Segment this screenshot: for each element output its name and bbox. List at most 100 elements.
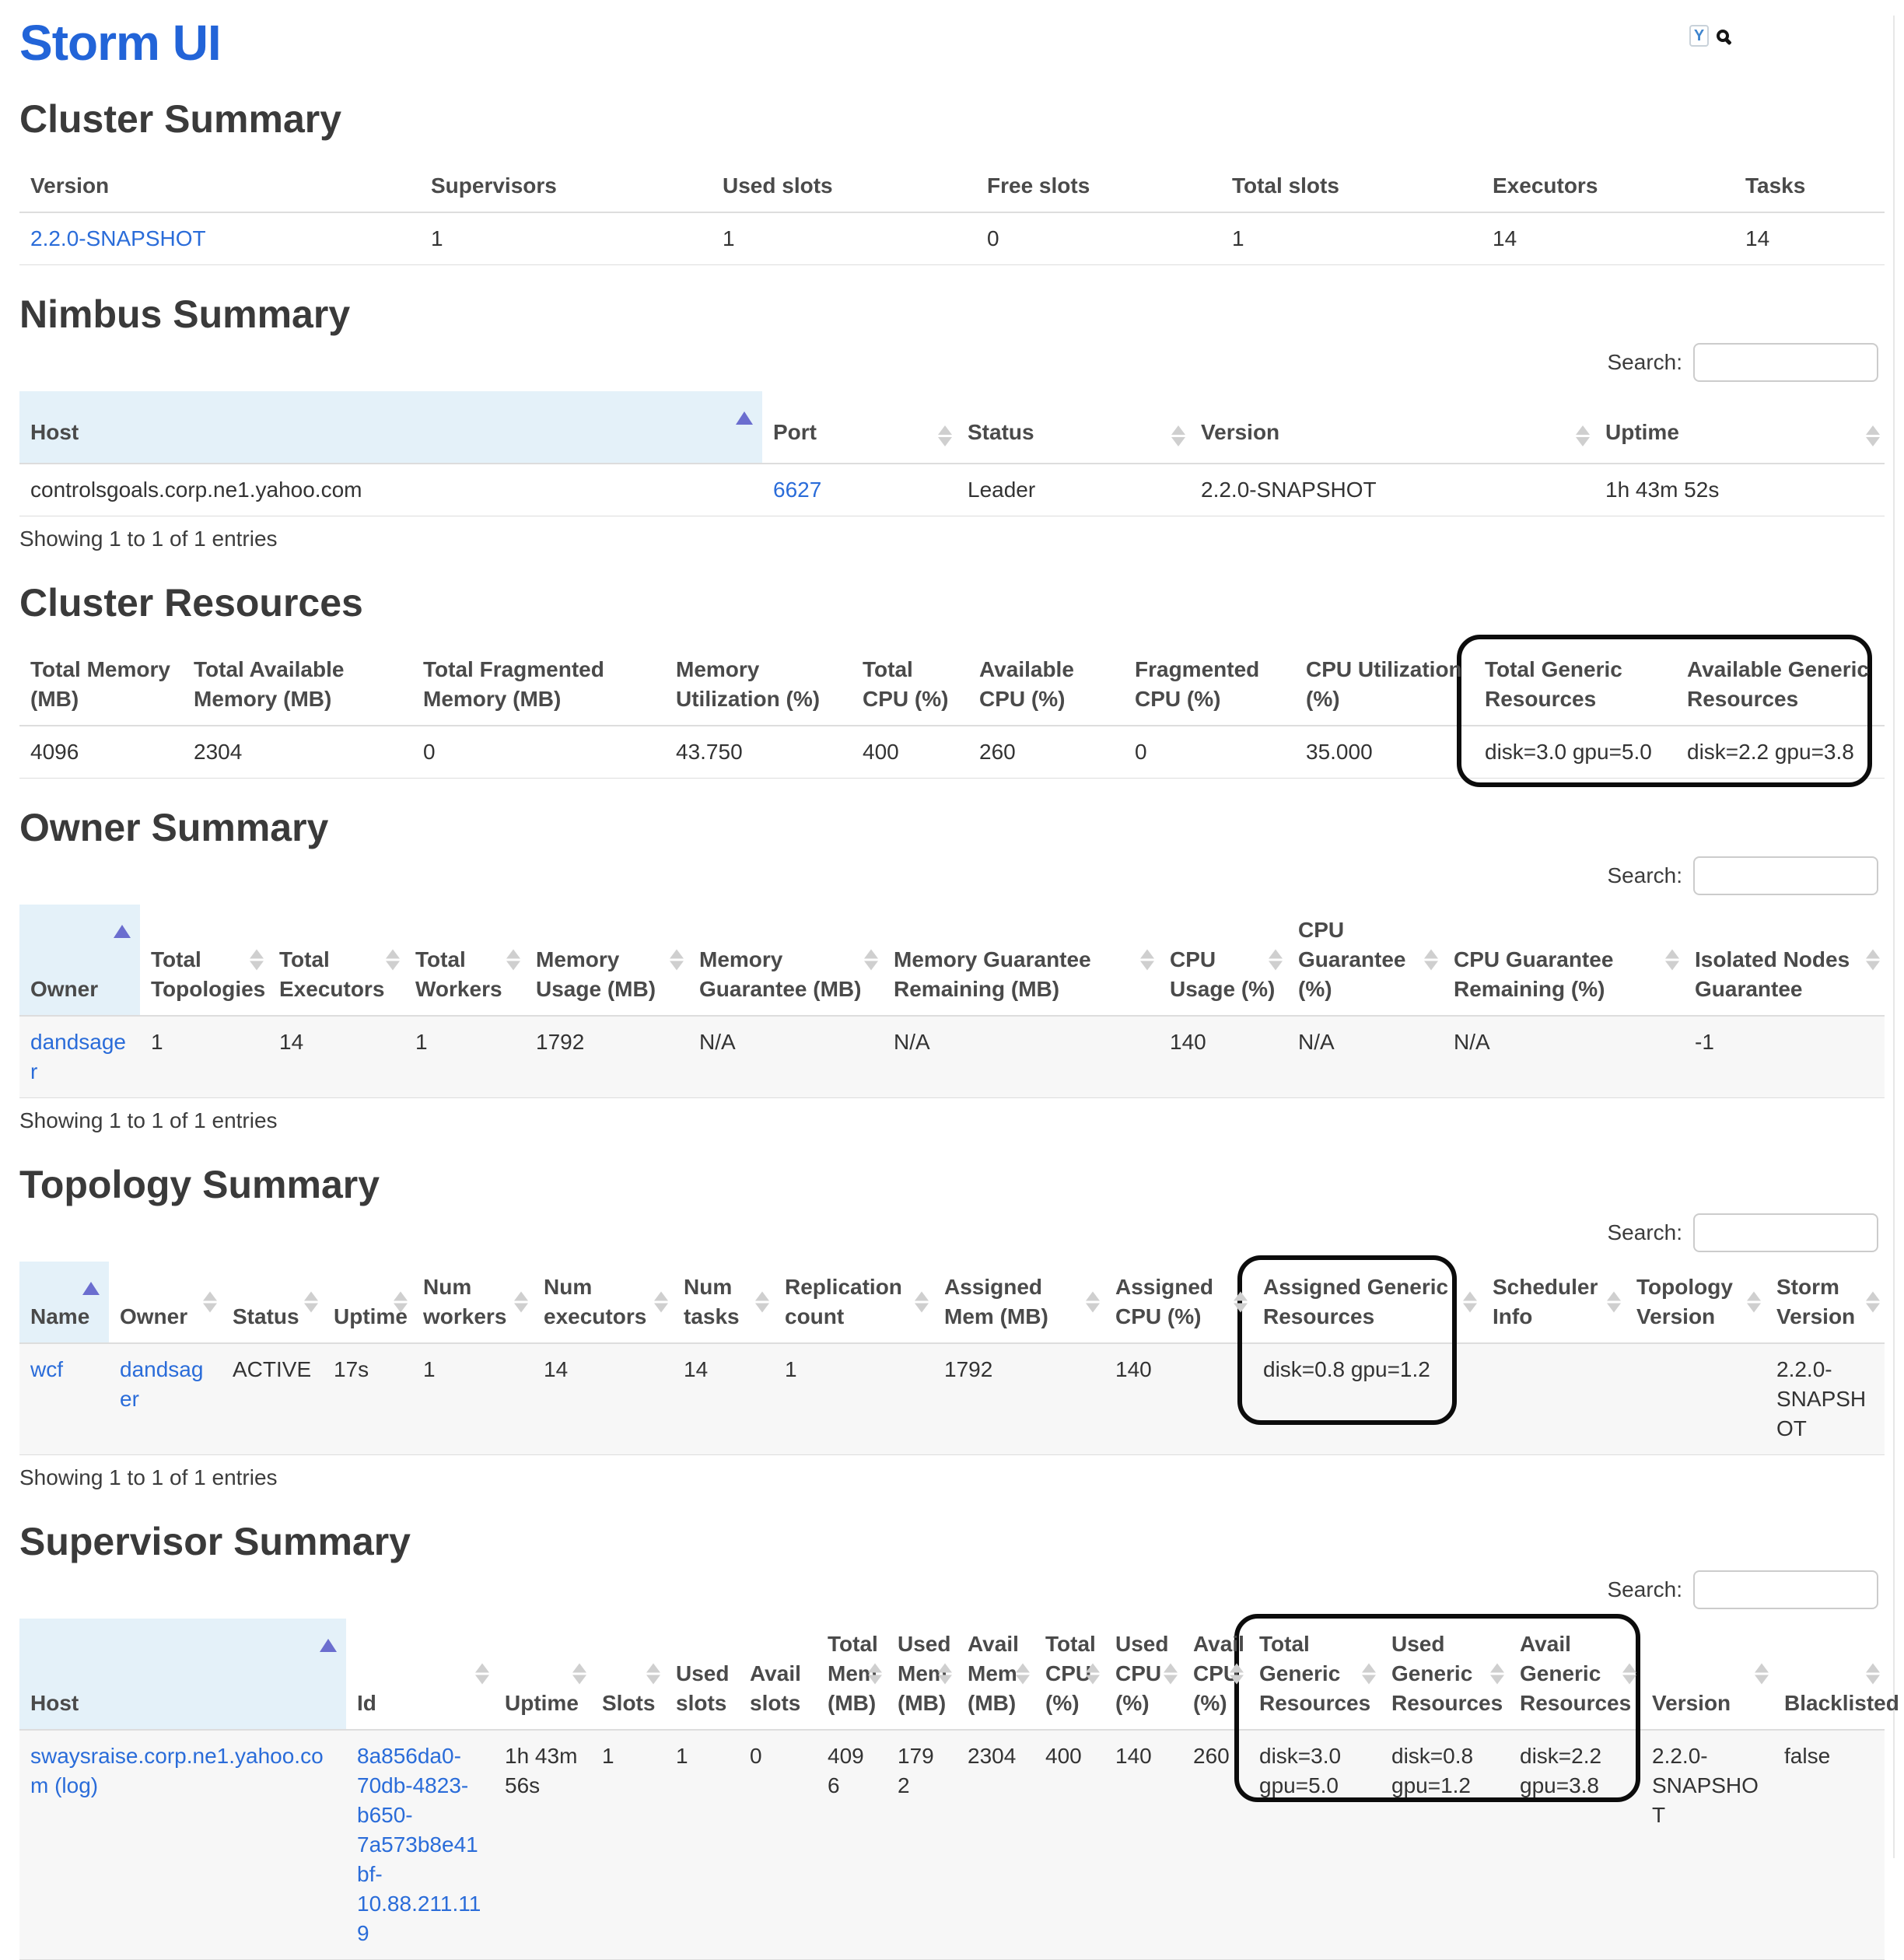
col-avail-generic-header[interactable]: Avail Generic Resources xyxy=(1509,1619,1641,1731)
cluster-resources-table: Total Memory (MB) Total Available Memory… xyxy=(19,644,1885,779)
memory-guarantee-remaining-cell: N/A xyxy=(883,1016,1159,1098)
search-icon[interactable] xyxy=(1717,30,1729,42)
col-status-header[interactable]: Status xyxy=(222,1262,323,1344)
host-cell: swaysraise.corp.ne1.yahoo.com (log) xyxy=(19,1730,346,1960)
col-avail-cpu-header[interactable]: Avail CPU (%) xyxy=(1182,1619,1248,1731)
col-total-fragmented-memory-header: Total Fragmented Memory (MB) xyxy=(412,644,665,726)
sort-both-icon xyxy=(1866,949,1880,971)
col-used-slots-header[interactable]: Used slots xyxy=(665,1619,739,1731)
col-memory-guarantee-remaining-header[interactable]: Memory Guarantee Remaining (MB) xyxy=(883,905,1159,1017)
nimbus-table-wrap: Host Port Status Version Uptime controls… xyxy=(19,391,1885,516)
supervisor-search-input[interactable] xyxy=(1693,1570,1878,1609)
topology-name-link[interactable]: wcf xyxy=(30,1357,63,1381)
col-replication-count-header[interactable]: Replication count xyxy=(774,1262,933,1344)
col-total-available-memory-header: Total Available Memory (MB) xyxy=(183,644,412,726)
col-total-memory-header: Total Memory (MB) xyxy=(19,644,183,726)
col-num-tasks-header[interactable]: Num tasks xyxy=(673,1262,774,1344)
uptime-cell: 1h 43m 52s xyxy=(1594,464,1885,516)
col-slots-header[interactable]: Slots xyxy=(591,1619,665,1731)
sort-both-icon xyxy=(1463,1291,1477,1313)
col-cpu-guarantee-header[interactable]: CPU Guarantee (%) xyxy=(1287,905,1443,1017)
topology-search-input[interactable] xyxy=(1693,1213,1878,1252)
sort-both-icon xyxy=(514,1291,528,1313)
col-num-executors-header[interactable]: Num executors xyxy=(533,1262,673,1344)
owner-summary-table: Owner Total Topologies Total Executors T… xyxy=(19,905,1885,1098)
total-generic-resources-cell: disk=3.0 gpu=5.0 xyxy=(1474,726,1676,779)
col-cpu-utilization-header: CPU Utilization (%) xyxy=(1295,644,1474,726)
col-memory-utilization-header: Memory Utilization (%) xyxy=(665,644,852,726)
assigned-generic-resources-cell: disk=0.8 gpu=1.2 xyxy=(1252,1343,1482,1455)
id-cell: 8a856da0-70db-4823-b650-7a573b8e41bf-10.… xyxy=(346,1730,494,1960)
col-version-header[interactable]: Version xyxy=(1641,1619,1773,1731)
col-uptime-header[interactable]: Uptime xyxy=(494,1619,591,1731)
fragmented-cpu-cell: 0 xyxy=(1124,726,1295,779)
host-cell: controlsgoals.corp.ne1.yahoo.com xyxy=(19,464,762,516)
used-generic-cell: disk=0.8 gpu=1.2 xyxy=(1381,1730,1509,1960)
col-total-cpu-header[interactable]: Total CPU (%) xyxy=(1034,1619,1104,1731)
tasks-cell: 14 xyxy=(1734,212,1885,265)
col-num-workers-header[interactable]: Num workers xyxy=(412,1262,533,1344)
header-row: Host Port Status Version Uptime xyxy=(19,391,1885,464)
sort-both-icon xyxy=(250,949,264,971)
col-version-header: Version xyxy=(19,160,420,213)
col-scheduler-info-header[interactable]: Scheduler Info xyxy=(1482,1262,1626,1344)
sort-both-icon xyxy=(646,1663,660,1685)
col-used-mem-header[interactable]: Used Mem (MB) xyxy=(887,1619,957,1731)
owner-search-input[interactable] xyxy=(1693,856,1878,895)
supervisor-id-link[interactable]: 8a856da0-70db-4823-b650-7a573b8e41bf-10.… xyxy=(357,1744,481,1945)
col-isolated-nodes-header[interactable]: Isolated Nodes Guarantee xyxy=(1684,905,1885,1017)
search-label: Search: xyxy=(1607,1220,1683,1244)
col-memory-guarantee-header[interactable]: Memory Guarantee (MB) xyxy=(688,905,883,1017)
sort-ascending-icon xyxy=(82,1282,100,1295)
yahoo-favicon-icon[interactable]: Y xyxy=(1689,25,1709,47)
owner-link[interactable]: dandsager xyxy=(120,1357,204,1411)
app-title-link[interactable]: Storm UI xyxy=(19,15,222,71)
total-topologies-cell: 1 xyxy=(140,1016,268,1098)
col-topology-version-header[interactable]: Topology Version xyxy=(1626,1262,1766,1344)
col-blacklisted-header[interactable]: Blacklisted xyxy=(1773,1619,1899,1731)
nimbus-search-input[interactable] xyxy=(1693,343,1878,382)
col-cpu-guarantee-remaining-header[interactable]: CPU Guarantee Remaining (%) xyxy=(1443,905,1684,1017)
supervisor-log-link[interactable]: (log) xyxy=(54,1773,99,1797)
col-id-header[interactable]: Id xyxy=(346,1619,494,1731)
col-host-header[interactable]: Host xyxy=(19,391,762,464)
col-cpu-usage-header[interactable]: CPU Usage (%) xyxy=(1159,905,1287,1017)
col-total-topologies-header[interactable]: Total Topologies xyxy=(140,905,268,1017)
col-used-generic-header[interactable]: Used Generic Resources xyxy=(1381,1619,1509,1731)
col-owner-header[interactable]: Owner xyxy=(109,1262,222,1344)
sort-both-icon xyxy=(868,1663,882,1685)
supervisor-table-wrap: Host Id Uptime Slots Used slots Avail sl… xyxy=(19,1614,1899,1960)
col-host-header[interactable]: Host xyxy=(19,1619,346,1731)
col-total-workers-header[interactable]: Total Workers xyxy=(404,905,525,1017)
storm-ui-page: Storm UI Cluster Summary Version Supervi… xyxy=(0,16,1904,1960)
col-total-generic-header[interactable]: Total Generic Resources xyxy=(1248,1619,1381,1731)
col-avail-slots-header[interactable]: Avail slots xyxy=(739,1619,817,1731)
col-owner-header[interactable]: Owner xyxy=(19,905,140,1017)
port-link[interactable]: 6627 xyxy=(773,478,822,502)
owner-link[interactable]: dandsager xyxy=(30,1030,127,1083)
sort-both-icon xyxy=(864,949,878,971)
supervisor-host-link[interactable]: swaysraise.corp.ne1.yahoo.com xyxy=(30,1744,324,1797)
col-status-header[interactable]: Status xyxy=(957,391,1190,464)
col-version-header[interactable]: Version xyxy=(1190,391,1594,464)
sort-both-icon xyxy=(1234,1291,1248,1313)
col-port-header[interactable]: Port xyxy=(762,391,957,464)
col-storm-version-header[interactable]: Storm Version xyxy=(1766,1262,1885,1344)
col-uptime-header[interactable]: Uptime xyxy=(323,1262,412,1344)
col-total-mem-header[interactable]: Total Mem (MB) xyxy=(817,1619,887,1731)
col-name-header[interactable]: Name xyxy=(19,1262,109,1344)
col-total-executors-header[interactable]: Total Executors xyxy=(268,905,404,1017)
version-link[interactable]: 2.2.0-SNAPSHOT xyxy=(30,226,206,250)
topology-table-wrap: Name Owner Status Uptime Num workers Num… xyxy=(19,1255,1885,1455)
cpu-guarantee-remaining-cell: N/A xyxy=(1443,1016,1684,1098)
col-memory-usage-header[interactable]: Memory Usage (MB) xyxy=(525,905,688,1017)
col-used-cpu-header[interactable]: Used CPU (%) xyxy=(1104,1619,1182,1731)
scrollbar-track[interactable] xyxy=(1893,16,1895,1858)
col-assigned-mem-header[interactable]: Assigned Mem (MB) xyxy=(933,1262,1104,1344)
sort-both-icon xyxy=(1086,1663,1100,1685)
used-mem-cell: 1792 xyxy=(887,1730,957,1960)
col-assigned-generic-resources-header[interactable]: Assigned Generic Resources xyxy=(1252,1262,1482,1344)
col-avail-mem-header[interactable]: Avail Mem (MB) xyxy=(957,1619,1034,1731)
col-assigned-cpu-header[interactable]: Assigned CPU (%) xyxy=(1104,1262,1252,1344)
col-uptime-header[interactable]: Uptime xyxy=(1594,391,1885,464)
